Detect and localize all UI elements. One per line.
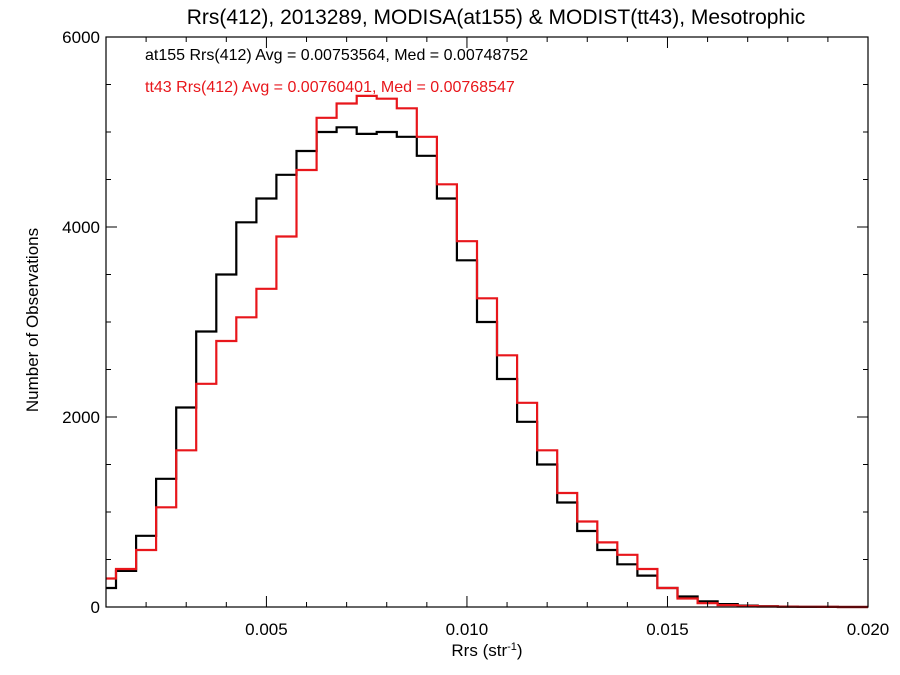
series-line-tt43 (106, 94, 868, 609)
legend-entry-tt43: tt43 Rrs(412) Avg = 0.00760401, Med = 0.… (145, 79, 515, 96)
x-axis-label-close: ) (517, 641, 523, 660)
y-tick-label: 4000 (62, 218, 100, 237)
x-tick-label: 0.005 (245, 620, 288, 639)
x-tick-label: 0.010 (446, 620, 489, 639)
x-axis-label: Rrs (str-1) (451, 641, 522, 660)
x-axis-label-superscript: -1 (507, 641, 517, 653)
x-tick-label: 0.015 (646, 620, 689, 639)
series-layer (106, 94, 868, 609)
y-axis-label: Number of Observations (23, 228, 42, 412)
y-tick-label: 6000 (62, 28, 100, 47)
y-tick-label: 2000 (62, 408, 100, 427)
chart-title: Rrs(412), 2013289, MODISA(at155) & MODIS… (187, 6, 806, 29)
y-tick-label: 0 (91, 598, 100, 617)
x-tick-label: 0.020 (847, 620, 890, 639)
legend-entry-at155: at155 Rrs(412) Avg = 0.00753564, Med = 0… (145, 47, 528, 64)
x-axis-label-text: Rrs (str (451, 641, 507, 660)
axes-layer: 0.005 0.010 0.015 0.020 0 2000 4000 6000 (62, 28, 889, 639)
